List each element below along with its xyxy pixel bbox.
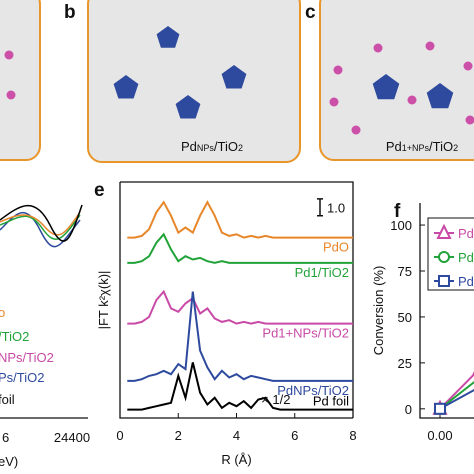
series-label: PdO: [323, 240, 349, 255]
y-tick-label: 100: [390, 218, 412, 233]
nanoparticle: [221, 65, 247, 89]
y-axis-label: |FT k²χ(k)|: [96, 271, 111, 330]
legend-text: /TiO2: [0, 329, 29, 344]
panel-label: f: [394, 201, 401, 222]
single-atom: [6, 90, 16, 100]
nanoparticle: [175, 95, 201, 119]
series-label: Pd1+NPs/TiO2: [262, 326, 349, 341]
legend-box: [427, 217, 474, 291]
nanoparticle: [372, 74, 400, 100]
y-tick-label: 75: [398, 264, 412, 279]
legend-marker: [438, 251, 450, 263]
legend-text: Pd: [458, 250, 474, 265]
y-tick-label: 0: [405, 402, 412, 417]
x-tick-label: 8: [349, 428, 356, 443]
x-tick-label: 0: [116, 428, 123, 443]
curve: [0, 204, 83, 242]
annotation: × 1/2: [261, 392, 290, 407]
y-tick-label: 50: [398, 310, 412, 325]
x-tick-label: 2: [175, 428, 182, 443]
tick-label: 6: [2, 430, 9, 445]
series-line: [127, 232, 353, 264]
x-tick-label: 0.00: [427, 428, 452, 443]
y-axis-label: Conversion (%): [371, 266, 386, 356]
tick-label: 24400: [54, 430, 90, 445]
nanoparticle: [156, 26, 180, 48]
x-tick-label: 6: [291, 428, 298, 443]
panel-label: c: [305, 2, 316, 23]
axis: [120, 181, 354, 418]
x-axis-label: R (Å): [221, 452, 251, 467]
nanoparticle: [426, 83, 454, 109]
schematic-box: [319, 0, 474, 161]
series-line: [127, 291, 353, 382]
panel-label: e: [94, 180, 105, 201]
scale-bar: [317, 198, 323, 217]
schematic-box: [0, 0, 41, 161]
series-label: Pd1/TiO2: [295, 265, 349, 280]
y-tick-label: 25: [398, 356, 412, 371]
series-line: [127, 362, 353, 411]
single-atoms: [329, 41, 474, 135]
curve: [0, 211, 81, 236]
axis-label: eV): [0, 454, 18, 469]
schematic-box: [87, 0, 301, 163]
series-line: [439, 373, 474, 410]
series-label: Pd foil: [313, 394, 349, 409]
single-atom: [4, 50, 14, 60]
legend-text: NPs/TiO2: [0, 350, 54, 365]
panel-label: b: [64, 2, 76, 23]
nanoparticle: [113, 75, 139, 99]
caption: Pd1+NPs/TiO2: [386, 139, 458, 154]
axis: [419, 203, 474, 419]
marker: [434, 402, 446, 415]
legend-text: Pd: [458, 274, 474, 289]
legend-text: o: [0, 305, 5, 320]
nanoparticles: [113, 26, 454, 119]
series-line: [127, 289, 353, 325]
series-line: [439, 388, 474, 410]
legend-text: foil: [0, 392, 15, 407]
scale-bar-label: 1.0: [327, 200, 345, 215]
legend-marker: [436, 223, 452, 239]
legend-marker: [438, 275, 450, 287]
series-line: [439, 381, 474, 410]
legend-text: Pd: [458, 226, 474, 241]
caption: PdNPs/TiO2: [181, 139, 243, 154]
x-tick-label: 4: [233, 428, 240, 443]
series-line: [127, 200, 353, 239]
series-label: PdNPs/TiO2: [277, 383, 349, 398]
legend-text: Ps/TiO2: [0, 370, 44, 385]
curve: [0, 214, 81, 240]
